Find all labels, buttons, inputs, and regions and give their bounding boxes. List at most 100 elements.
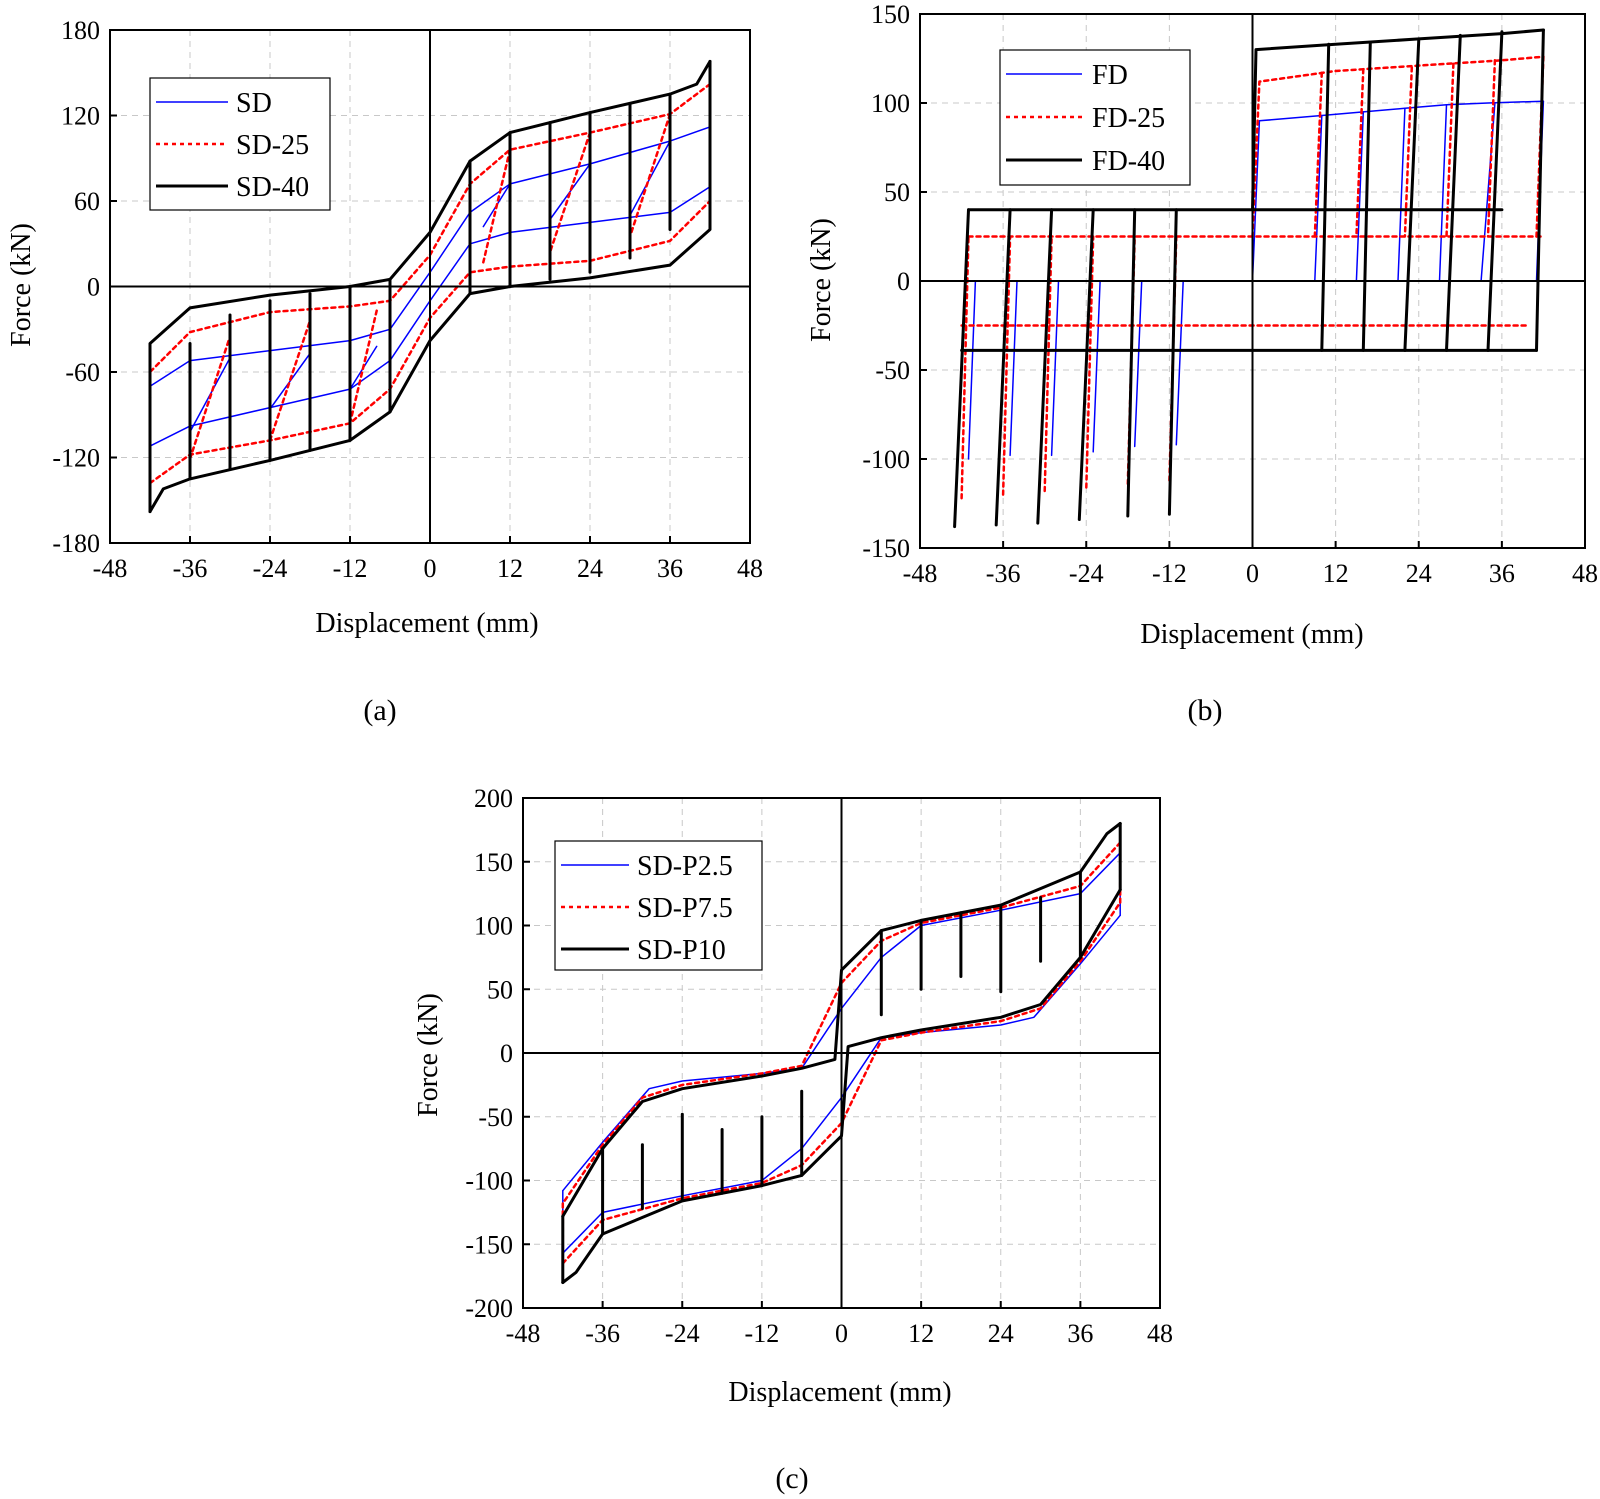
series-line-FD-40 [1486, 30, 1504, 352]
series-line-FD [1009, 280, 1018, 457]
y-tick-label: 150 [871, 0, 910, 29]
x-axis-title-a: Displacement (mm) [315, 608, 538, 639]
legend-label-SD-P2.5: SD-P2.5 [637, 851, 733, 882]
series-line-FD-25 [1043, 235, 1053, 493]
y-tick-label: 180 [61, 16, 100, 45]
legend-a: SD SD-25 SD-40 [149, 77, 331, 211]
series-line-SD-25 [348, 309, 378, 425]
series-line-SD-P10 [561, 822, 1122, 1218]
series-line-FD [1438, 104, 1448, 282]
panel-a: -48 -36 -24 -12 0 12 24 36 48-180-120-6006012018… [6, 16, 763, 727]
y-tick-label: 150 [474, 848, 513, 877]
series-line-SD-25 [188, 335, 232, 461]
series-line-FD [1050, 280, 1060, 457]
y-tick-label: 0 [897, 267, 910, 296]
series-line-FD-40 [1445, 33, 1462, 352]
series-layer-a [148, 59, 712, 514]
series-line-FD-40 [1320, 42, 1331, 352]
panel-label-c: (c) [775, 1462, 808, 1495]
series-line-FD-40 [1535, 28, 1545, 352]
x-tick-label: 48 [1572, 559, 1598, 588]
x-tick-label: 24 [577, 554, 603, 583]
y-tick-label: -150 [862, 534, 910, 563]
legend-b: FD FD-25 FD-40 [999, 49, 1191, 186]
x-tick-label: -24 [1069, 559, 1104, 588]
panel-b: -48 -36 -24 -12 0 12 24 36 48 -150 -100 -50 0 50 100 15… [806, 0, 1598, 727]
x-tick-label: -48 [93, 554, 128, 583]
x-tick-label: 12 [908, 1319, 934, 1348]
series-line-FD-40 [1251, 28, 1545, 212]
y-tick-label: -120 [52, 444, 100, 473]
series-line-SD-25 [268, 319, 312, 442]
series-line-FD-40 [1361, 41, 1372, 352]
x-tick-label: -36 [173, 554, 208, 583]
series-line-FD [1251, 100, 1545, 282]
y-tick-label: -100 [862, 445, 910, 474]
axes-a: -48 -36 -24 -12 0 12 24 36 48-180-120-6006012018… [52, 16, 763, 583]
y-tick-label: -50 [875, 356, 910, 385]
y-tick-label: 100 [871, 89, 910, 118]
legend-label-SD: SD [236, 88, 272, 119]
x-axis-title-c: Displacement (mm) [728, 1377, 951, 1408]
x-tick-label: -36 [585, 1319, 620, 1348]
series-line-FD [1397, 107, 1406, 282]
y-axis-title-b: Force (kN) [806, 218, 837, 342]
x-tick-label: 36 [1489, 559, 1515, 588]
x-tick-label: -24 [665, 1319, 700, 1348]
series-line-FD [967, 280, 977, 460]
y-tick-label: -200 [465, 1294, 513, 1323]
x-tick-label: -12 [333, 554, 368, 583]
legend-label-FD-40: FD-40 [1092, 146, 1165, 177]
panel-label-b: (b) [1188, 694, 1223, 727]
series-line-FD [1175, 280, 1184, 446]
series-line-FD-40 [1077, 208, 1095, 521]
series-line-SD-P10 [561, 888, 1122, 1284]
legend-label-SD-40: SD-40 [236, 172, 309, 203]
x-tick-label: 48 [737, 554, 763, 583]
panel-label-a: (a) [363, 694, 396, 727]
series-line-SD-P7.5 [561, 841, 1122, 1205]
series-line-FD [1133, 280, 1143, 448]
y-tick-label: 60 [74, 187, 100, 216]
x-tick-label: 0 [1246, 559, 1259, 588]
series-line-FD-25 [1251, 55, 1545, 238]
x-tick-label: -48 [903, 559, 938, 588]
series-FD-40 [953, 28, 1545, 529]
series-line-SD [549, 163, 591, 221]
x-tick-label: -24 [253, 554, 288, 583]
x-tick-label: -48 [506, 1319, 541, 1348]
x-tick-label: 0 [835, 1319, 848, 1348]
series-line-FD [1314, 114, 1323, 282]
y-tick-label: 0 [500, 1039, 513, 1068]
x-tick-label: 36 [657, 554, 683, 583]
series-line-FD-40 [1036, 208, 1054, 525]
x-tick-label: -12 [1152, 559, 1187, 588]
y-tick-label: -100 [465, 1167, 513, 1196]
y-tick-label: -50 [478, 1103, 513, 1132]
series-SD-P10 [561, 822, 1122, 1284]
series-line-FD-40 [1167, 208, 1178, 516]
series-line-FD-25 [1445, 62, 1455, 238]
x-axis-title-b: Displacement (mm) [1140, 619, 1363, 650]
x-tick-label: -36 [986, 559, 1021, 588]
series-line-FD-40 [1126, 208, 1137, 518]
y-tick-label: 200 [474, 784, 513, 813]
x-tick-label: 12 [1323, 559, 1349, 588]
series-line-SD-25 [628, 112, 672, 238]
x-tick-label: 48 [1147, 1319, 1173, 1348]
y-axis-title-c: Force (kN) [413, 993, 444, 1117]
legend-c: SD-P2.5 SD-P7.5 SD-P10 [554, 840, 763, 971]
x-tick-label: 0 [424, 554, 437, 583]
y-tick-label: 120 [61, 102, 100, 131]
series-line-SD-25 [548, 131, 592, 254]
y-tick-label: -150 [465, 1230, 513, 1259]
series-line-FD-25 [1486, 59, 1497, 238]
series-line-FD [1355, 111, 1365, 282]
series-line-SD-P7.5 [561, 901, 1122, 1265]
y-tick-label: 0 [87, 273, 100, 302]
series-line-SD [269, 352, 311, 410]
x-tick-label: 36 [1067, 1319, 1093, 1348]
series-line-SD-25 [482, 148, 512, 264]
legend-label-SD-25: SD-25 [236, 130, 309, 161]
